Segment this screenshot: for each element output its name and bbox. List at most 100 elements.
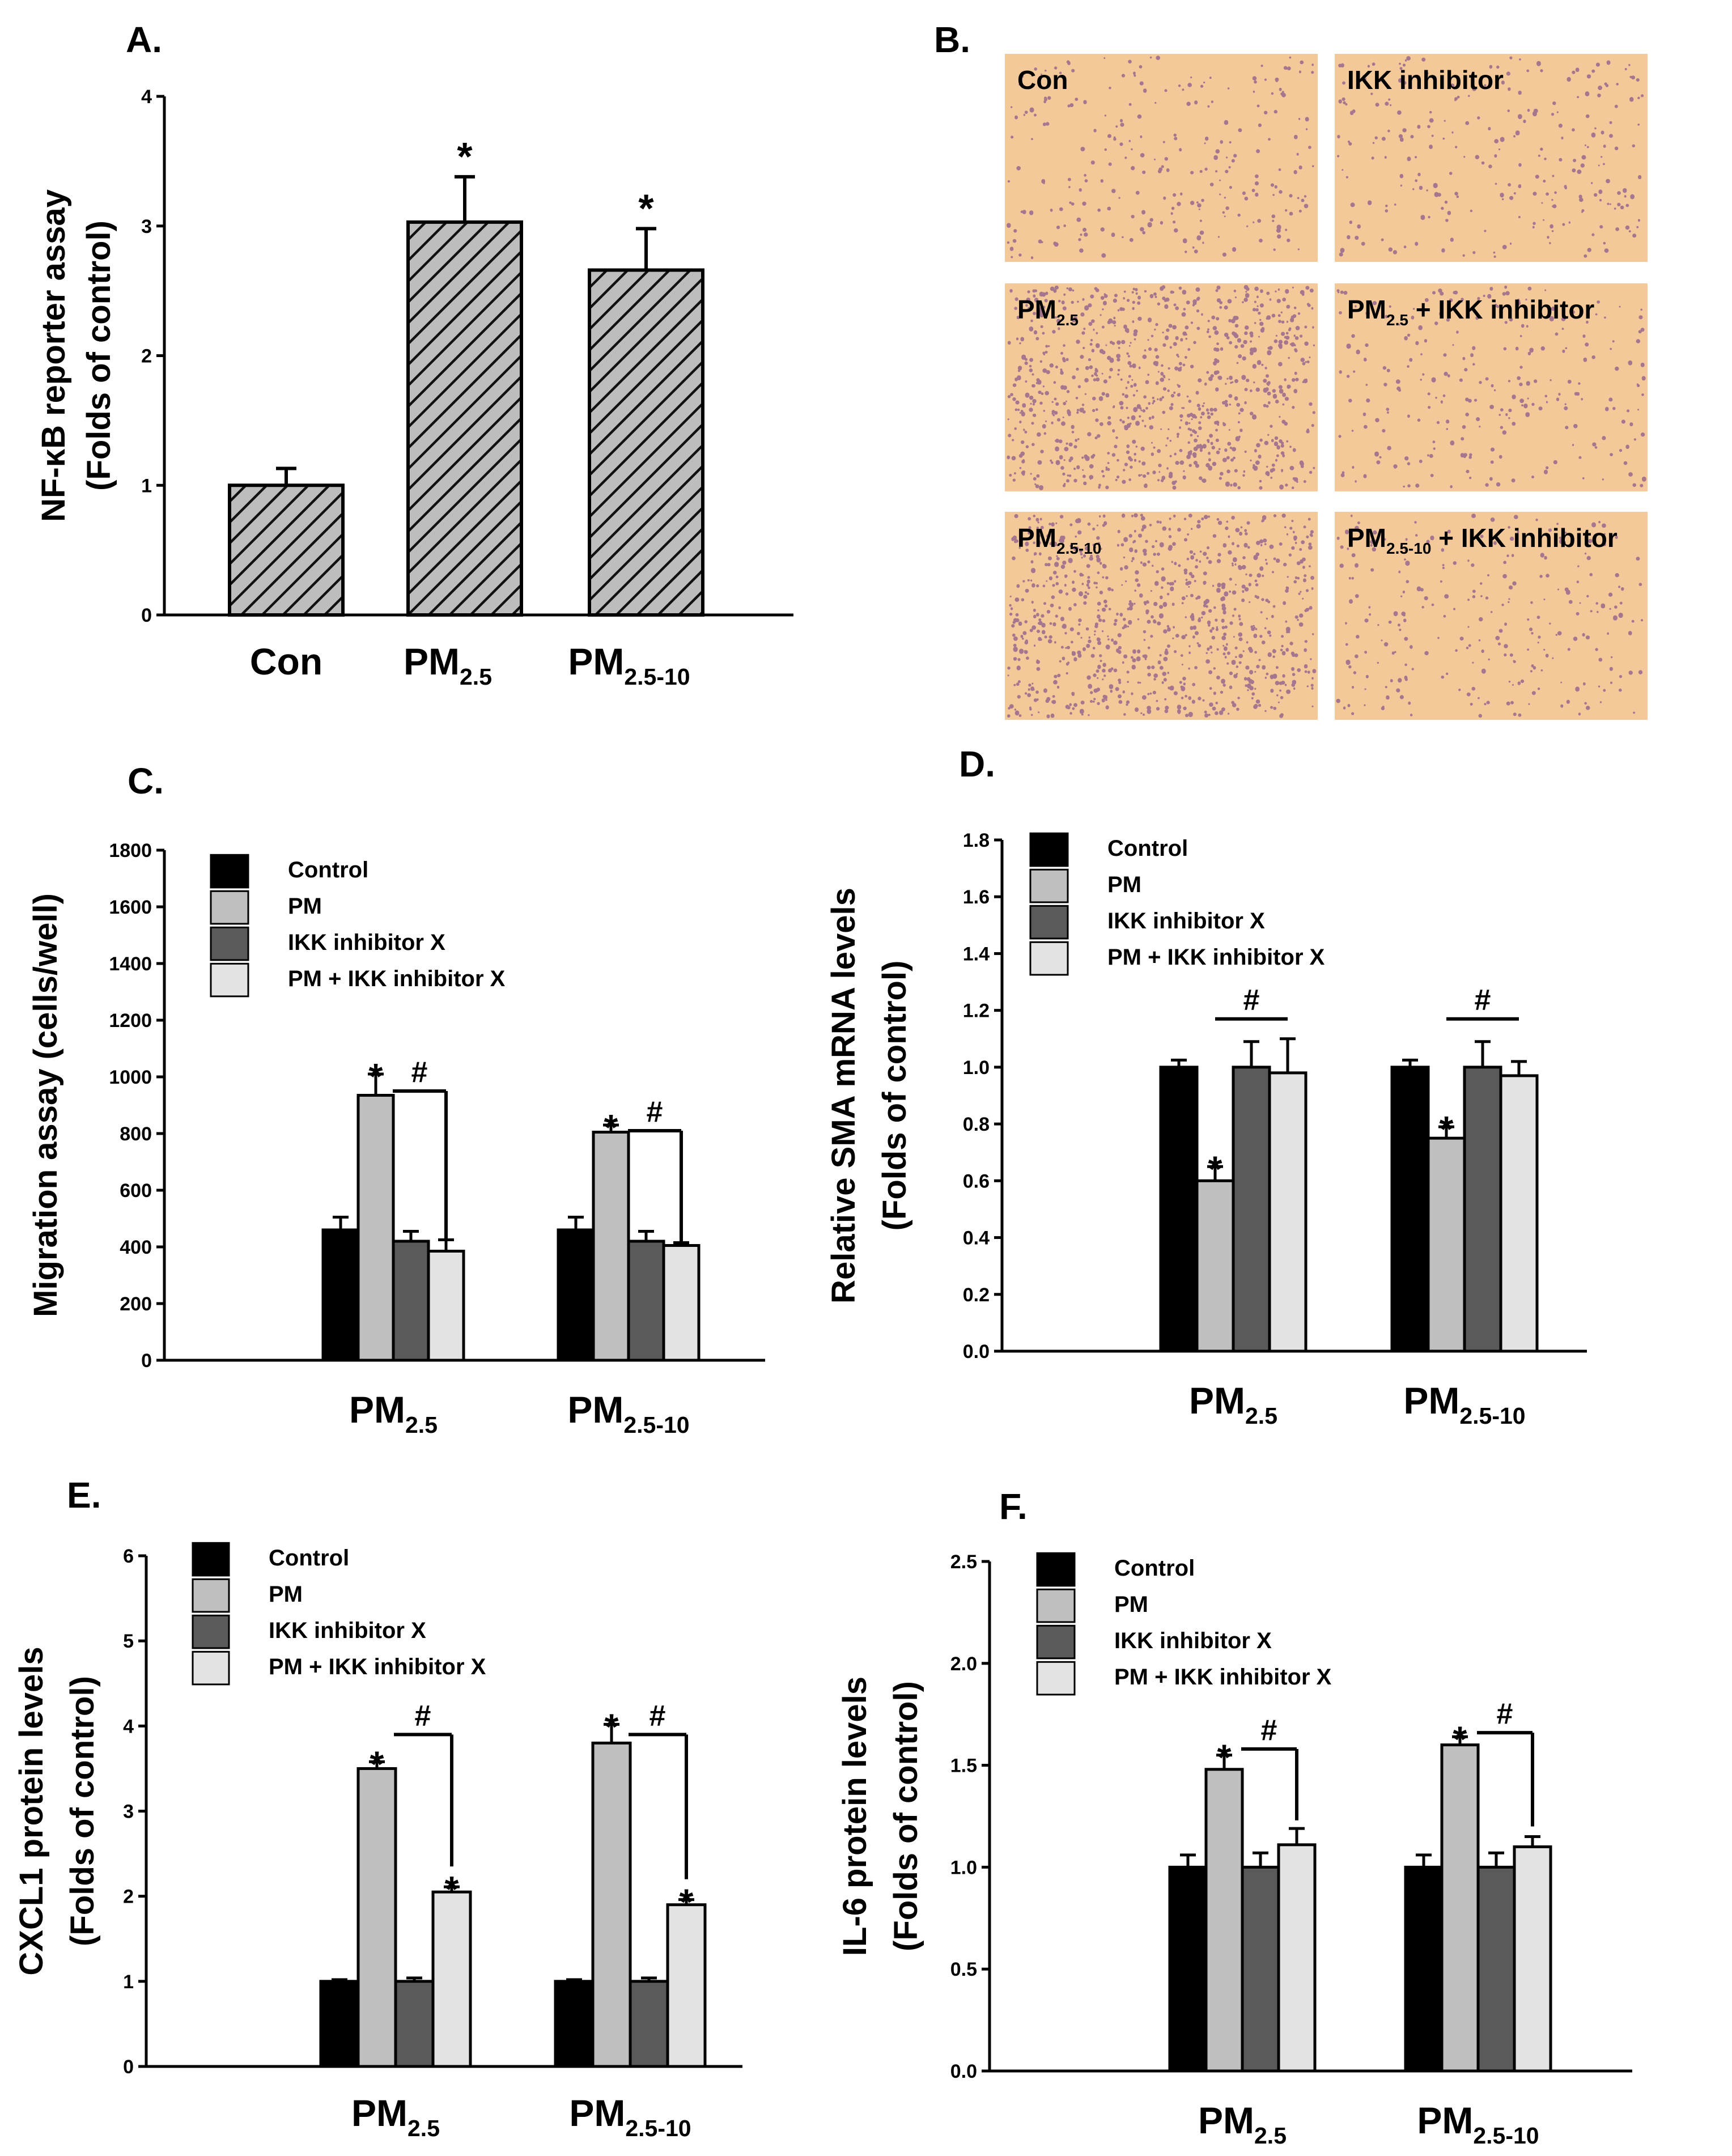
legend-label: PM + IKK inhibitor X bbox=[269, 1654, 486, 1679]
migrated-cells bbox=[1007, 513, 1317, 719]
y-tick-label: 1 bbox=[123, 1971, 134, 1993]
y-tick-label: 1600 bbox=[109, 897, 152, 918]
y-tick-label: 4 bbox=[141, 86, 152, 108]
y-tick-label: 1400 bbox=[109, 953, 152, 975]
significance-star: * bbox=[638, 186, 654, 230]
bar-control bbox=[321, 1228, 360, 1362]
category-label-sub: 2.5 bbox=[460, 664, 492, 690]
group-label-main: PM bbox=[1417, 2099, 1473, 2141]
y-axis-label-units: (Folds of control) bbox=[80, 220, 117, 491]
y-tick-label: 1 bbox=[141, 475, 152, 496]
legend-swatch bbox=[210, 962, 249, 998]
y-tick-label: 0.2 bbox=[963, 1284, 990, 1306]
legend-swatch bbox=[210, 926, 249, 961]
bar-pm-ikk-inhibitor-x bbox=[1268, 1071, 1308, 1353]
legend-swatch bbox=[1036, 1552, 1076, 1587]
y-axis-label: CXCL1 protein levels bbox=[13, 1646, 50, 1975]
y-tick-label: 0.0 bbox=[963, 1341, 990, 1363]
micrograph-label: PM2.5-10 + IKK inhibitor bbox=[1347, 523, 1618, 557]
chart-e-cxcl1: 0 1 2 3 4 5 6 CXCL1 protein levels (Folds of con… bbox=[13, 1542, 742, 2141]
micrograph-label-main: PM bbox=[1017, 523, 1056, 553]
bar-hatched bbox=[406, 220, 523, 617]
micrograph-label-tail: + IKK inhibitor bbox=[1431, 523, 1617, 553]
legend-swatch bbox=[1029, 905, 1069, 940]
category-label-main: PM bbox=[568, 640, 624, 682]
y-tick-label: 1800 bbox=[109, 840, 152, 861]
group-label-sub: 2.5 bbox=[405, 1412, 438, 1438]
panel-label-d: D. bbox=[959, 744, 995, 784]
y-axis-label-units: (Folds of control) bbox=[64, 1676, 101, 1946]
legend-swatch bbox=[210, 890, 249, 925]
micrograph-6: PM2.5-10 + IKK inhibitor bbox=[1335, 512, 1648, 720]
legend-label: Control bbox=[269, 1546, 349, 1571]
y-axis-label-units: (Folds of control) bbox=[876, 961, 913, 1231]
category-label-sub: 2.5-10 bbox=[624, 664, 690, 690]
y-tick-label: 0 bbox=[141, 605, 152, 626]
legend-swatch bbox=[1036, 1588, 1076, 1623]
significance-hash: # bbox=[1475, 984, 1491, 1017]
y-tick-label: 2 bbox=[141, 346, 152, 367]
micrograph-5: PM2.5-10 bbox=[1005, 512, 1318, 720]
micrograph-label-sub: 2.5-10 bbox=[1056, 540, 1101, 557]
significance-star: * bbox=[445, 1869, 459, 1909]
legend-swatch bbox=[192, 1650, 230, 1686]
group-label: PM2.5 bbox=[351, 2092, 440, 2141]
legend-label: PM + IKK inhibitor X bbox=[1114, 1665, 1332, 1690]
bar-pm bbox=[1427, 1136, 1466, 1353]
y-axis-label-units: (Folds of control) bbox=[888, 1681, 924, 1951]
micrograph-label-main: Con bbox=[1017, 65, 1068, 95]
category-label: PM2.5 bbox=[404, 640, 492, 690]
micrograph-label: PM2.5 + IKK inhibitor bbox=[1347, 295, 1594, 329]
bar-pm-ikk-inhibitor-x bbox=[666, 1903, 707, 2068]
significance-hash: # bbox=[1261, 1714, 1277, 1747]
micrograph-label-sub: 2.5 bbox=[1056, 311, 1079, 329]
bar-pm bbox=[356, 1094, 395, 1362]
group-label: PM2.5 bbox=[1198, 2099, 1287, 2149]
group-label-main: PM bbox=[569, 2092, 625, 2134]
y-tick-label: 0.8 bbox=[963, 1114, 990, 1135]
bar-ikk-inhibitor-x bbox=[1463, 1066, 1502, 1353]
y-tick-label: 4 bbox=[123, 1716, 134, 1737]
bar-pm bbox=[1204, 1768, 1244, 2073]
significance-star: * bbox=[604, 1107, 618, 1148]
group-label: PM2.5-10 bbox=[1417, 2099, 1539, 2149]
bar-hatched bbox=[228, 483, 345, 617]
group-label-main: PM bbox=[1189, 1380, 1245, 1421]
significance-hash: # bbox=[415, 1699, 431, 1732]
bar-pm-ikk-inhibitor-x bbox=[1277, 1843, 1317, 2073]
bar-control bbox=[1390, 1066, 1430, 1353]
bar-pm bbox=[591, 1741, 632, 2068]
significance-star: * bbox=[1453, 1718, 1467, 1759]
group-label-sub: 2.5-10 bbox=[625, 2115, 691, 2141]
y-axis-label-group: IL-6 protein levels (Folds of control) bbox=[837, 1677, 924, 1956]
bar-pm bbox=[592, 1131, 630, 1362]
micrograph-1: Con bbox=[1005, 54, 1318, 262]
bar-control bbox=[1159, 1066, 1199, 1353]
significance-star: * bbox=[1440, 1109, 1454, 1149]
y-tick-label: 0.0 bbox=[950, 2061, 977, 2082]
bar-pm-ikk-inhibitor-x bbox=[427, 1250, 465, 1362]
micrograph-label: PM2.5-10 bbox=[1017, 523, 1101, 557]
y-tick-label: 0.5 bbox=[950, 1959, 977, 1980]
group-label-sub: 2.5-10 bbox=[1473, 2123, 1539, 2149]
category-label: PM2.5-10 bbox=[568, 640, 690, 690]
legend-swatch bbox=[192, 1542, 230, 1577]
group-label-main: PM bbox=[567, 1389, 623, 1431]
legend-swatch bbox=[210, 854, 249, 889]
y-tick-label: 2.5 bbox=[950, 1551, 977, 1573]
micrograph-4: PM2.5 + IKK inhibitor bbox=[1335, 283, 1648, 491]
y-tick-label: 1.0 bbox=[950, 1857, 977, 1878]
category-label: Con bbox=[250, 640, 322, 682]
bar-pm-ikk-inhibitor-x bbox=[431, 1890, 472, 2068]
bar-hatched bbox=[588, 268, 704, 617]
micrograph-label-sub: 2.5 bbox=[1386, 311, 1408, 329]
group-label-sub: 2.5 bbox=[1254, 2123, 1287, 2149]
y-axis-label: NF-κB reporter assay bbox=[35, 189, 72, 522]
chart-c-migration: 0 200 400 600 800 1000 1200 1400 1600 1800 Migrati… bbox=[27, 840, 765, 1438]
y-tick-label: 5 bbox=[123, 1631, 134, 1652]
panel-label-a: A. bbox=[126, 19, 162, 60]
bar-pm bbox=[1440, 1743, 1480, 2073]
bar-pm-ikk-inhibitor-x bbox=[1499, 1074, 1539, 1353]
significance-hash: # bbox=[650, 1699, 666, 1732]
